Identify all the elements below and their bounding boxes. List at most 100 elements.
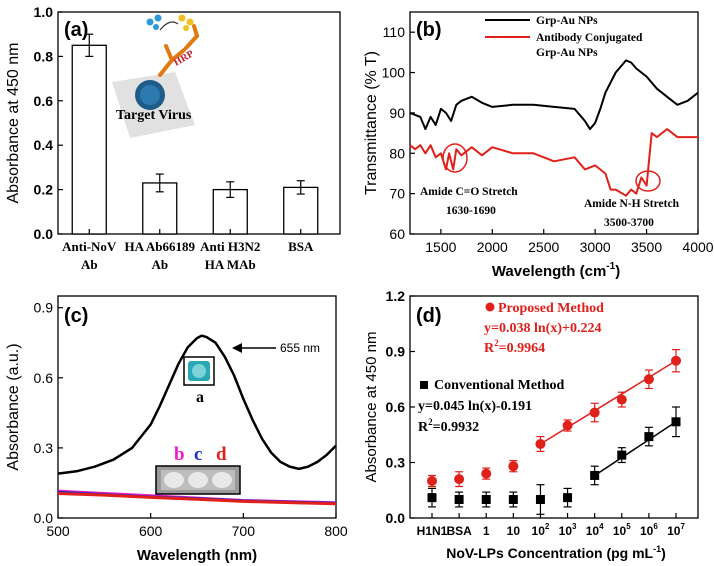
c-ytick-label-3: 0.9 (34, 300, 54, 316)
b-xtick-label-4: 3500 (631, 239, 662, 255)
panel-b-legend: Grp-Au NPs Antibody Conjugated Grp-Au NPs (485, 15, 643, 59)
panel-c-frame (57, 295, 337, 519)
a-xtick-label-1: HA Ab66189 (125, 239, 196, 254)
a-xtick-label2-0: Ab (81, 257, 98, 272)
panel-d-label: (d) (416, 305, 442, 327)
panel-a: 0.0 0.2 0.4 0.6 0.8 1.0 Anti-NoV Ab HA Ab66189 A… (5, 4, 341, 272)
a-ytick-label-4: 0.8 (34, 48, 54, 64)
d-point-1-2 (481, 495, 491, 504)
panel-c-ylabel: Absorbance (a.u.) (5, 343, 22, 470)
d-point-1-1 (454, 495, 464, 504)
panel-b: 1500 2000 2500 3000 3500 4000 60 70 80 90 100 110 (… (363, 11, 714, 280)
d-point-1-7 (617, 450, 627, 460)
d-point-1-0 (427, 493, 437, 503)
b-ytick-label-3: 90 (389, 105, 405, 121)
b-series-line-0 (409, 59, 699, 131)
d-ytick-label-2: 0.6 (386, 399, 406, 415)
d-point-0-3 (508, 461, 519, 472)
d-xtick-label-8: 106 (640, 522, 658, 538)
peak-label: 655 nm (280, 341, 320, 355)
d-point-0-5 (562, 420, 573, 431)
panel-c: 500 600 700 800 0.0 0.3 0.6 0.9 (c) Absorbance … (5, 295, 348, 564)
d-point-0-1 (454, 474, 465, 485)
d-xtick-label-4: 102 (532, 522, 550, 538)
d-xtick-label-7: 105 (613, 522, 631, 538)
a-xtick-label-3: BSA (288, 239, 314, 254)
b-ytick-label-4: 100 (382, 65, 406, 81)
d-fit-line-0 (540, 360, 677, 445)
legend-conventional: Conventional Method (434, 378, 565, 393)
b-xtick-label-0: 1500 (425, 239, 456, 255)
d-point-1-4 (535, 495, 545, 504)
b-xtick-label-3: 3000 (580, 239, 611, 255)
legend-proposed-marker (485, 302, 495, 312)
c-ytick-label-2: 0.6 (34, 370, 54, 386)
annotation-circle-nh (635, 170, 661, 192)
a-ytick-label-5: 1.0 (34, 4, 54, 20)
b-ytick-label-5: 110 (383, 24, 406, 40)
a-bar-3 (283, 186, 319, 235)
d-xtick-label-0: H1N1 (417, 524, 448, 538)
d-ytick-label-4: 1.2 (386, 288, 406, 304)
legend-conventional-marker (420, 381, 428, 389)
a-xtick-label2-1: Ab (151, 257, 168, 272)
conventional-r2: R2=0.9932 (418, 417, 479, 435)
peak-arrow (232, 343, 276, 353)
d-xtick-label-2: 1 (483, 524, 490, 538)
reaction-arrow (159, 21, 179, 31)
panel-a-ylabel: Absorbance at 450 nm (5, 43, 22, 204)
d-point-0-8 (643, 374, 654, 385)
c-ytick-label-1: 0.3 (34, 440, 54, 456)
a-xtick-label-0: Anti-NoV (62, 239, 117, 254)
d-point-1-8 (644, 432, 654, 442)
conventional-equation: y=0.045 ln(x)-0.191 (418, 399, 532, 414)
b-ytick-label-2: 80 (389, 145, 405, 161)
panel-b-label: (b) (416, 19, 442, 41)
d-point-1-3 (508, 495, 518, 504)
d-xtick-label-9: 107 (667, 522, 685, 538)
a-ytick-label-1: 0.2 (34, 182, 54, 198)
c-xtick-label-2: 700 (232, 523, 256, 539)
hrp-label: HRP (172, 49, 196, 69)
d-point-0-6 (589, 407, 600, 418)
a-bar-0 (71, 44, 107, 235)
sample-a-frame (183, 356, 215, 386)
panel-d-ylabel: Absorbance at 450 nm (363, 332, 380, 483)
substrate-dot-blue (146, 18, 154, 26)
d-point-1-6 (590, 470, 600, 480)
sample-wells-bcd (155, 465, 241, 495)
d-point-0-0 (427, 476, 437, 486)
c-series-line-d (57, 492, 337, 506)
legend-antibody-conjugated: Antibody Conjugated Grp-Au NPs (536, 32, 643, 59)
c-series-line-a (57, 334, 337, 475)
d-ytick-label-3: 0.9 (386, 344, 406, 360)
target-virus-label: Target Virus (116, 108, 192, 123)
annotation-co-range: 1630-1690 (446, 205, 496, 217)
annotation-nh-range: 3500-3700 (604, 217, 654, 229)
b-xtick-label-1: 2000 (477, 239, 508, 255)
annotation-nh-stretch: Amide N-H Stretch (584, 198, 680, 210)
b-ytick-label-1: 70 (389, 186, 405, 202)
panel-c-xlabel: Wavelength (nm) (137, 547, 257, 564)
d-point-0-7 (616, 394, 627, 405)
annotation-co-stretch: Amide C=O Stretch (420, 186, 518, 198)
annotation-circle-co (442, 143, 468, 173)
d-ytick-label-0: 0.0 (386, 510, 406, 526)
sample-d-label: d (216, 444, 227, 465)
d-xtick-label-1: BSA (446, 524, 472, 538)
proposed-equation: y=0.038 ln(x)+0.224 (484, 321, 601, 336)
panel-d-xlabel: NoV-LPs Concentration (pg mL-1) (446, 544, 666, 561)
a-ytick-label-0: 0.0 (34, 226, 54, 242)
c-xtick-label-3: 800 (324, 523, 348, 539)
target-virus-illustration: HRP Target Virus (112, 14, 199, 138)
panel-a-frame (57, 11, 341, 235)
legend-proposed: Proposed Method (498, 301, 604, 316)
a-xtick-label-2: Anti H3N2 (200, 239, 260, 254)
c-ytick-label-0: 0.0 (34, 510, 54, 526)
sample-a-label: a (196, 389, 204, 406)
d-point-1-5 (563, 493, 573, 503)
proposed-r2: R2=0.9964 (484, 338, 545, 356)
panel-b-ylabel: Transmittance (% T) (363, 51, 380, 195)
c-xtick-label-0: 500 (46, 523, 70, 539)
